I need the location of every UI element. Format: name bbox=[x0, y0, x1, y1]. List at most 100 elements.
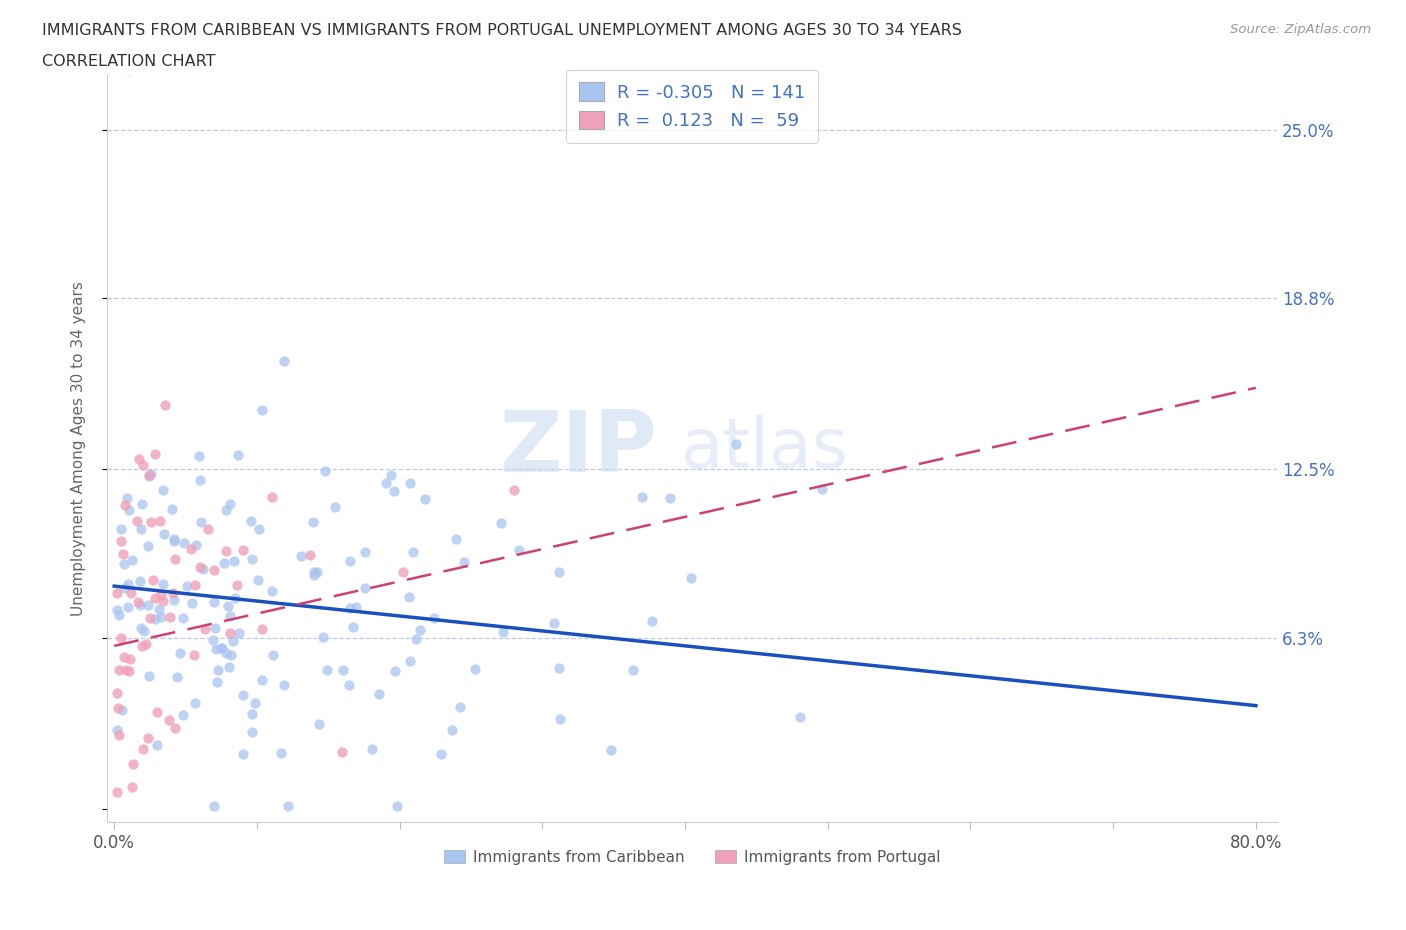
Point bbox=[405, 631, 427, 646]
Point bbox=[402, 544, 425, 559]
Point bbox=[163, 592, 186, 607]
Point bbox=[548, 660, 571, 675]
Point bbox=[641, 614, 664, 629]
Point bbox=[368, 687, 391, 702]
Point bbox=[150, 610, 173, 625]
Point bbox=[218, 497, 240, 512]
Point bbox=[160, 502, 183, 517]
Point bbox=[129, 620, 152, 635]
Point bbox=[135, 637, 157, 652]
Point bbox=[110, 522, 132, 537]
Point bbox=[245, 696, 267, 711]
Point bbox=[111, 702, 134, 717]
Point bbox=[252, 403, 274, 418]
Point bbox=[128, 452, 150, 467]
Point bbox=[149, 513, 172, 528]
Point bbox=[277, 799, 299, 814]
Point bbox=[107, 700, 129, 715]
Point bbox=[125, 513, 148, 528]
Point bbox=[139, 514, 162, 529]
Point bbox=[153, 397, 176, 412]
Point bbox=[184, 578, 207, 592]
Point bbox=[205, 642, 228, 657]
Point bbox=[491, 624, 513, 639]
Point bbox=[440, 723, 463, 737]
Point bbox=[149, 587, 172, 602]
Point bbox=[114, 581, 136, 596]
Point bbox=[339, 553, 361, 568]
Point bbox=[145, 737, 167, 752]
Point bbox=[548, 711, 571, 726]
Point bbox=[215, 502, 238, 517]
Point bbox=[548, 565, 571, 579]
Point bbox=[121, 552, 143, 567]
Point bbox=[218, 659, 240, 674]
Point bbox=[117, 62, 139, 77]
Point bbox=[139, 611, 162, 626]
Point bbox=[450, 699, 472, 714]
Point bbox=[219, 647, 242, 662]
Point bbox=[344, 599, 367, 614]
Point bbox=[188, 560, 211, 575]
Point bbox=[219, 626, 242, 641]
Point bbox=[172, 611, 194, 626]
Point bbox=[107, 663, 129, 678]
Point bbox=[302, 565, 325, 579]
Point bbox=[110, 534, 132, 549]
Point bbox=[173, 536, 195, 551]
Point bbox=[630, 489, 652, 504]
Legend: Immigrants from Caribbean, Immigrants from Portugal: Immigrants from Caribbean, Immigrants fr… bbox=[437, 844, 946, 870]
Point bbox=[166, 670, 188, 684]
Point bbox=[139, 467, 162, 482]
Point bbox=[311, 630, 333, 644]
Point bbox=[159, 610, 181, 625]
Point bbox=[107, 727, 129, 742]
Point bbox=[146, 704, 169, 719]
Point bbox=[385, 799, 408, 814]
Point bbox=[190, 514, 212, 529]
Point bbox=[316, 662, 339, 677]
Point bbox=[502, 482, 524, 497]
Point bbox=[330, 744, 353, 759]
Point bbox=[157, 713, 180, 728]
Point bbox=[260, 583, 283, 598]
Point bbox=[127, 595, 149, 610]
Point bbox=[115, 662, 138, 677]
Point bbox=[163, 531, 186, 546]
Point bbox=[202, 595, 225, 610]
Text: atlas: atlas bbox=[681, 416, 848, 483]
Point bbox=[148, 601, 170, 616]
Point bbox=[380, 467, 402, 482]
Point bbox=[131, 639, 153, 654]
Point bbox=[204, 621, 226, 636]
Point bbox=[152, 482, 174, 497]
Point bbox=[232, 747, 254, 762]
Point bbox=[337, 678, 360, 693]
Point bbox=[193, 562, 215, 577]
Point bbox=[240, 706, 263, 721]
Point bbox=[209, 641, 232, 656]
Point bbox=[302, 567, 325, 582]
Point bbox=[323, 499, 346, 514]
Point bbox=[273, 677, 295, 692]
Point bbox=[143, 591, 166, 605]
Point bbox=[811, 482, 834, 497]
Point bbox=[398, 654, 420, 669]
Point bbox=[430, 747, 453, 762]
Point bbox=[176, 578, 198, 593]
Point bbox=[384, 663, 406, 678]
Point bbox=[232, 687, 254, 702]
Point bbox=[224, 591, 246, 605]
Point bbox=[186, 538, 208, 552]
Point bbox=[308, 716, 330, 731]
Point bbox=[110, 631, 132, 645]
Point bbox=[172, 708, 194, 723]
Point bbox=[508, 542, 530, 557]
Point bbox=[117, 599, 139, 614]
Point bbox=[117, 664, 139, 679]
Point bbox=[202, 633, 225, 648]
Point bbox=[374, 475, 396, 490]
Point bbox=[399, 476, 422, 491]
Point bbox=[211, 641, 233, 656]
Point bbox=[232, 543, 254, 558]
